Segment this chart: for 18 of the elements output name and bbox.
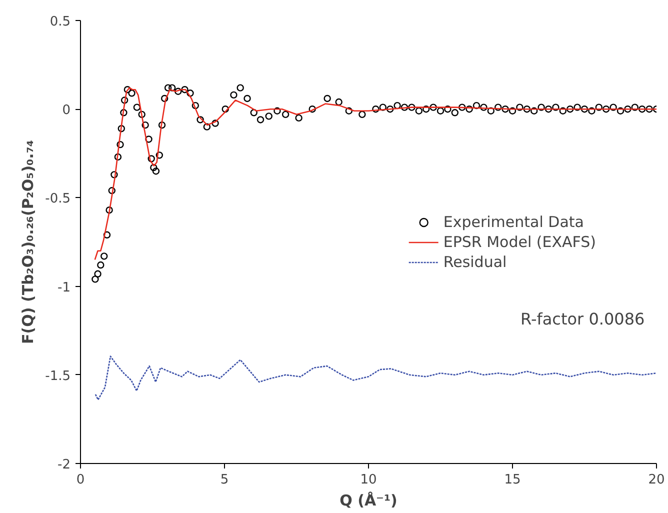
x-tick-label: 5 [220,472,229,488]
legend-label: EPSR Model (EXAFS) [443,232,596,250]
y-tick-label: -2 [58,458,71,472]
legend-label: Residual [443,252,507,270]
x-tick-label: 0 [76,472,85,488]
y-tick-label: 0.5 [50,14,71,30]
line-series [94,356,656,400]
y-tick-label: -0.5 [45,192,71,207]
annotation: R-factor 0.0086 [520,310,645,328]
y-axis-title: F(Q) (Tb₂O₃)₀.₂₆(P₂O₅)₀.₇₄ [19,140,38,344]
y-tick-label: -1.5 [45,368,71,384]
legend-label: Experimental Data [443,212,584,230]
x-tick-label: 10 [360,472,377,488]
y-tick-label: 0 [62,103,71,118]
x-tick-label: 20 [648,472,665,488]
x-tick-label: 15 [504,472,521,488]
y-tick-label: -1 [58,280,71,296]
x-axis-title: Q (Å⁻¹) [340,492,398,510]
